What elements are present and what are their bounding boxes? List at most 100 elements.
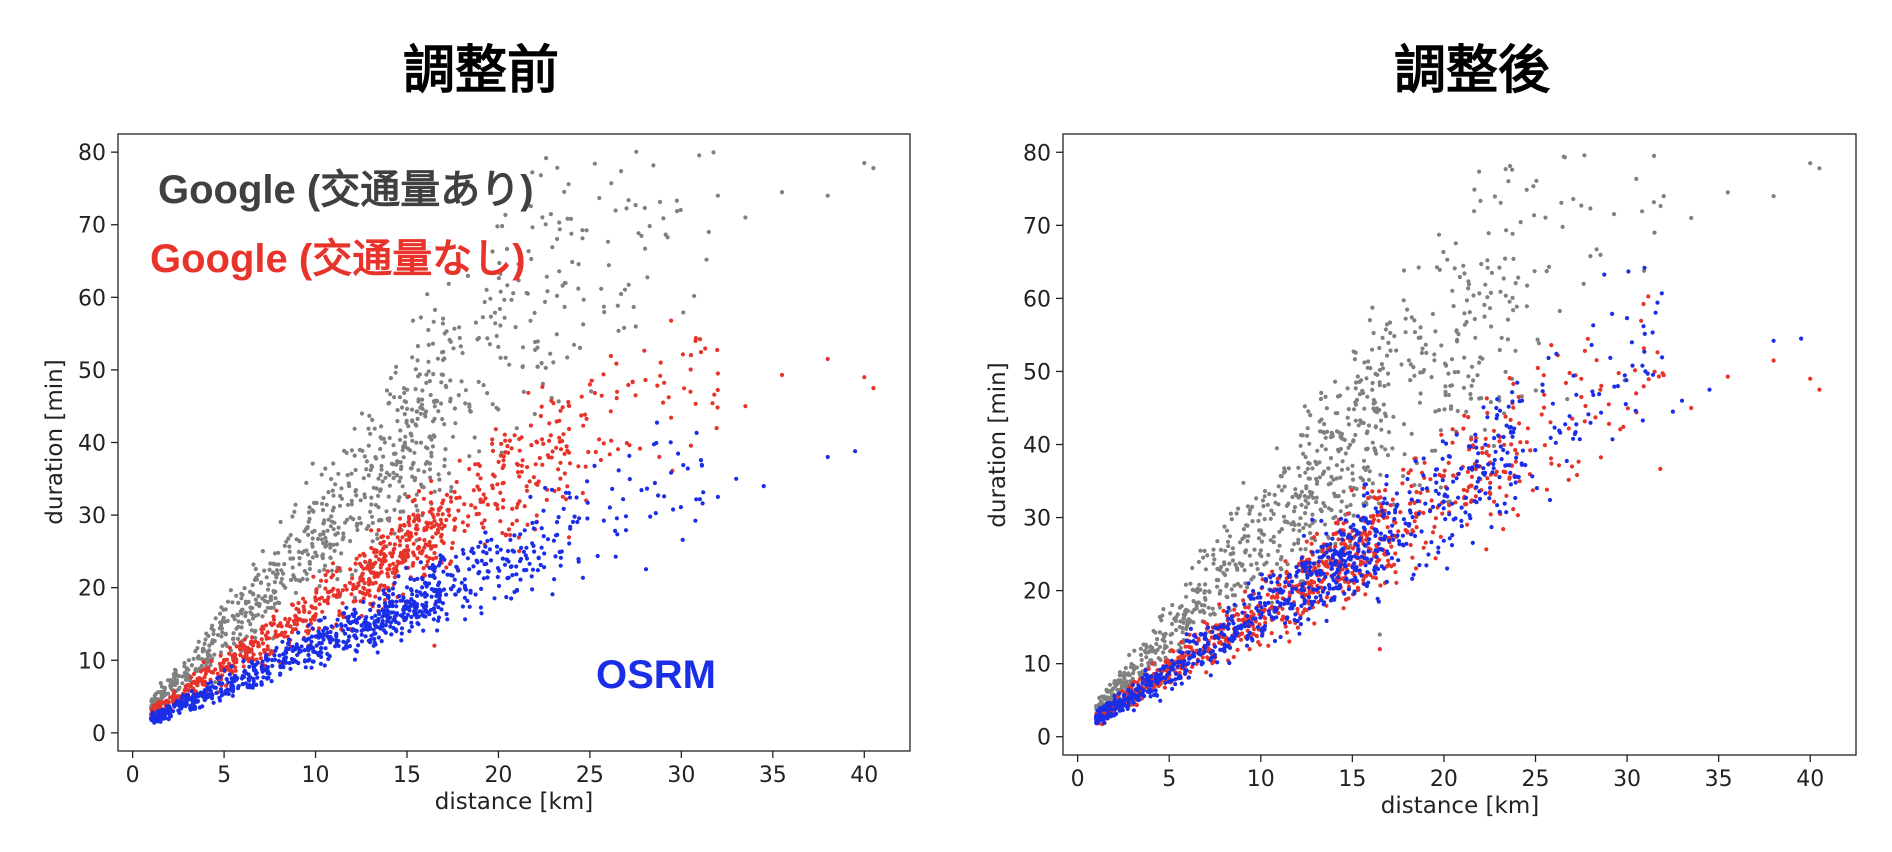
scatter-point: [501, 458, 506, 463]
scatter-point: [196, 654, 201, 659]
scatter-point: [711, 150, 716, 155]
scatter-point: [1498, 200, 1503, 205]
scatter-point: [427, 379, 432, 384]
scatter-point: [444, 517, 449, 523]
scatter-point: [1370, 489, 1375, 494]
scatter-point: [364, 467, 369, 472]
scatter-point: [307, 505, 312, 510]
scatter-point: [292, 509, 297, 514]
scatter-point: [475, 472, 480, 477]
scatter-point: [1658, 203, 1663, 209]
scatter-point: [1412, 373, 1417, 378]
scatter-point: [1306, 595, 1312, 600]
scatter-point: [1370, 305, 1375, 310]
scatter-point: [413, 605, 418, 610]
scatter-point: [207, 648, 212, 653]
scatter-point: [279, 576, 284, 582]
scatter-point: [465, 598, 470, 604]
scatter-point: [227, 672, 232, 677]
scatter-point: [1378, 472, 1383, 477]
scatter-point: [492, 596, 497, 601]
scatter-point: [286, 637, 292, 642]
scatter-point: [240, 681, 246, 687]
scatter-point: [554, 520, 560, 525]
scatter-point: [487, 342, 492, 347]
scatter-point: [296, 630, 301, 635]
scatter-point: [256, 572, 261, 578]
scatter-point: [1254, 496, 1259, 501]
scatter-point: [651, 442, 657, 447]
scatter-point: [1504, 228, 1509, 233]
scatter-point: [467, 567, 472, 572]
scatter-point: [1105, 689, 1110, 694]
scatter-point: [428, 475, 433, 480]
scatter-point: [1295, 625, 1300, 630]
scatter-point: [558, 555, 564, 560]
scatter-point: [1382, 383, 1387, 389]
scatter-point: [1582, 153, 1587, 158]
scatter-point: [1571, 373, 1576, 378]
scatter-point: [310, 555, 315, 560]
scatter-point: [485, 569, 490, 574]
scatter-point: [282, 562, 287, 567]
scatter-point: [451, 584, 456, 589]
scatter-point: [434, 398, 439, 403]
scatter-point: [1242, 602, 1247, 607]
scatter-point: [476, 379, 481, 384]
scatter-point: [218, 687, 224, 692]
scatter-point: [424, 372, 429, 377]
scatter-point: [535, 339, 540, 344]
scatter-point: [1323, 447, 1328, 452]
scatter-point: [1384, 353, 1390, 358]
scatter-point: [1646, 377, 1651, 382]
scatter-point: [627, 453, 632, 458]
scatter-point: [273, 629, 278, 634]
scatter-point: [1158, 667, 1163, 672]
scatter-point: [391, 475, 396, 481]
scatter-point: [398, 553, 403, 559]
scatter-point: [609, 438, 614, 443]
scatter-point: [516, 262, 521, 267]
scatter-point: [545, 289, 550, 294]
scatter-point: [366, 588, 371, 593]
scatter-point: [390, 586, 395, 591]
scatter-point: [1433, 516, 1438, 521]
scatter-point: [1401, 268, 1407, 273]
scatter-point: [1462, 322, 1467, 327]
scatter-point: [1279, 527, 1284, 532]
scatter-point: [1501, 434, 1506, 440]
scatter-point: [433, 544, 438, 549]
scatter-point: [1242, 589, 1248, 594]
scatter-point: [478, 499, 483, 504]
scatter-point: [392, 566, 397, 571]
scatter-point: [452, 489, 457, 495]
scatter-point: [218, 653, 223, 658]
scatter-point: [1292, 541, 1297, 547]
scatter-point: [186, 667, 191, 672]
scatter-point: [1505, 337, 1510, 342]
scatter-point: [1451, 473, 1456, 478]
scatter-point: [1222, 572, 1228, 578]
scatter-point: [1524, 440, 1529, 445]
scatter-point: [1689, 405, 1694, 411]
scatter-point: [1180, 626, 1185, 631]
scatter-point: [1350, 477, 1356, 482]
y-tick-label: 40: [78, 432, 106, 457]
scatter-point: [1310, 512, 1315, 517]
scatter-point: [186, 658, 191, 663]
scatter-point: [405, 612, 410, 617]
scatter-point: [1508, 417, 1513, 422]
scatter-point: [363, 559, 368, 565]
scatter-point: [636, 231, 641, 236]
scatter-point: [502, 562, 508, 567]
scatter-point: [1536, 341, 1541, 346]
scatter-point: [212, 685, 217, 690]
scatter-point: [360, 591, 365, 596]
scatter-point: [376, 493, 381, 498]
scatter-point: [571, 342, 577, 347]
scatter-point: [399, 405, 405, 410]
scatter-point: [420, 388, 425, 393]
scatter-point: [304, 480, 309, 485]
scatter-point: [1419, 350, 1424, 356]
scatter-point: [1641, 324, 1646, 329]
